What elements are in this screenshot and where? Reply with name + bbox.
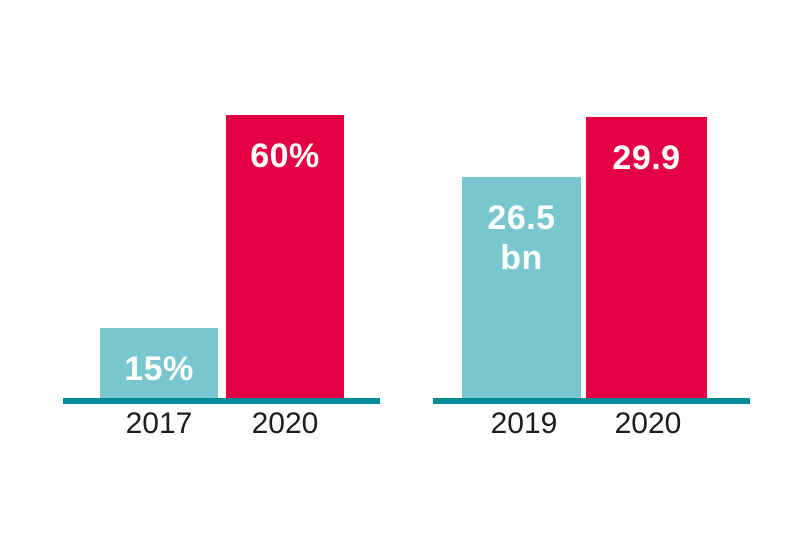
bar-2017-teal: 15%: [100, 328, 218, 398]
bar-value-label-60pct: 60%: [250, 137, 320, 175]
chart-percentage-growth: 15% 60% 2017 2020: [63, 0, 380, 552]
bar-2020-red: 60%: [226, 115, 344, 398]
x-axis-line: [63, 398, 380, 404]
x-axis-label-2020-left: 2020: [251, 407, 319, 440]
bar-2019-teal: 26.5 bn: [462, 177, 581, 398]
x-axis-label-2020-right: 2020: [614, 407, 682, 440]
x-axis-line-right: [433, 398, 750, 404]
bar-value-label-29-9: 29.9: [612, 139, 681, 177]
x-axis-label-2017: 2017: [125, 407, 193, 440]
bar-2020-red-right: 29.9: [586, 117, 707, 398]
bar-value-label-15pct: 15%: [124, 350, 194, 388]
chart-billions: 26.5 bn 29.9 2019 2020: [433, 0, 750, 552]
bar-value-label-26-5bn: 26.5 bn: [487, 199, 556, 277]
x-axis-label-2019: 2019: [490, 407, 558, 440]
